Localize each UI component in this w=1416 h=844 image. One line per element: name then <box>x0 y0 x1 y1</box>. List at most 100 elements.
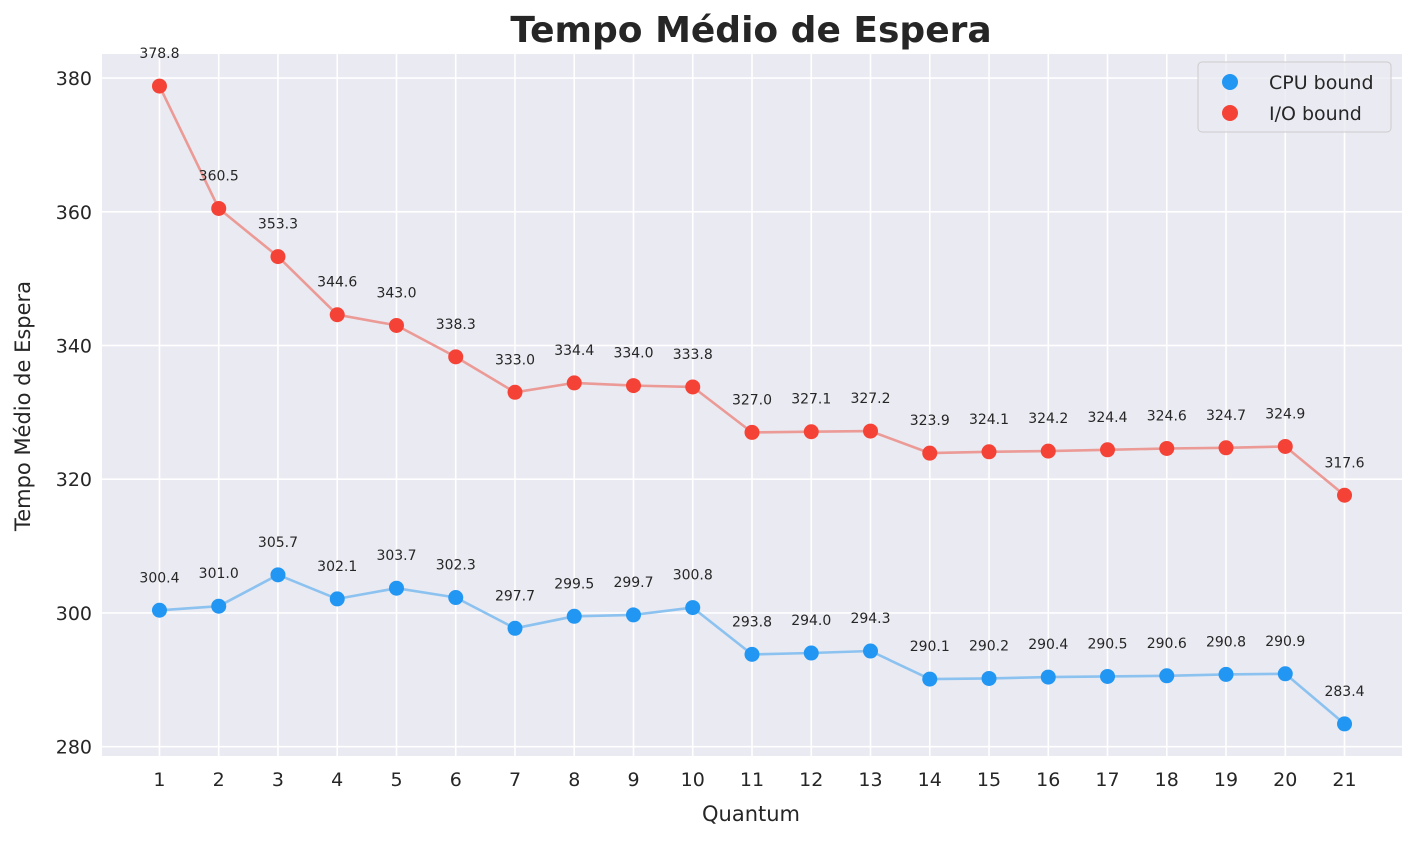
data-point-cpu-bound <box>1277 666 1293 682</box>
y-tick-label: 280 <box>56 737 92 759</box>
data-point-i-o-bound <box>448 349 464 365</box>
data-point-cpu-bound <box>1159 668 1175 684</box>
data-label-cpu-bound: 302.1 <box>317 559 357 575</box>
data-point-i-o-bound <box>388 317 404 333</box>
data-label-i-o-bound: 378.8 <box>139 46 179 62</box>
data-label-cpu-bound: 290.9 <box>1265 634 1305 650</box>
data-point-cpu-bound <box>448 590 464 606</box>
data-label-cpu-bound: 300.8 <box>673 568 713 584</box>
data-point-i-o-bound <box>329 307 345 323</box>
data-point-cpu-bound <box>211 598 227 614</box>
x-tick-label: 14 <box>918 769 942 791</box>
data-label-cpu-bound: 290.1 <box>910 639 950 655</box>
x-tick-label: 11 <box>740 769 764 791</box>
data-label-i-o-bound: 334.4 <box>554 343 594 359</box>
data-point-cpu-bound <box>744 646 760 662</box>
data-point-i-o-bound <box>625 378 641 394</box>
data-point-i-o-bound <box>863 423 879 439</box>
data-point-cpu-bound <box>270 567 286 583</box>
data-label-i-o-bound: 324.4 <box>1087 410 1127 426</box>
data-point-i-o-bound <box>744 424 760 440</box>
data-point-cpu-bound <box>1337 716 1353 732</box>
legend: CPU bound I/O bound <box>1197 61 1392 133</box>
data-label-cpu-bound: 290.8 <box>1206 634 1246 650</box>
x-tick-label: 12 <box>799 769 823 791</box>
x-tick-label: 8 <box>568 769 580 791</box>
x-tick-label: 19 <box>1214 769 1238 791</box>
data-label-i-o-bound: 323.9 <box>910 413 950 429</box>
data-point-cpu-bound <box>685 600 701 616</box>
data-label-cpu-bound: 297.7 <box>495 588 535 604</box>
series-layer <box>151 78 1353 732</box>
data-point-i-o-bound <box>507 384 523 400</box>
data-label-i-o-bound: 324.9 <box>1265 406 1305 422</box>
x-tick-label: 2 <box>213 769 225 791</box>
data-label-cpu-bound: 303.7 <box>376 548 416 564</box>
data-label-cpu-bound: 294.0 <box>791 613 831 629</box>
data-label-i-o-bound: 353.3 <box>258 217 298 233</box>
x-tick-label: 5 <box>390 769 402 791</box>
data-point-i-o-bound <box>803 424 819 440</box>
x-tick-label: 18 <box>1155 769 1179 791</box>
y-tick-label: 380 <box>56 68 92 90</box>
y-tick-label: 300 <box>56 603 92 625</box>
y-tick-label: 360 <box>56 202 92 224</box>
legend-label-io-bound: I/O bound <box>1269 103 1362 125</box>
x-tick-label: 7 <box>509 769 521 791</box>
x-tick-label: 21 <box>1332 769 1356 791</box>
data-point-i-o-bound <box>922 445 938 461</box>
data-point-i-o-bound <box>270 249 286 265</box>
data-label-cpu-bound: 300.4 <box>139 570 179 586</box>
y-tick-label: 320 <box>56 469 92 491</box>
x-tick-label: 13 <box>858 769 882 791</box>
data-label-i-o-bound: 327.1 <box>791 392 831 408</box>
data-label-cpu-bound: 299.7 <box>613 575 653 591</box>
x-tick-label: 9 <box>627 769 639 791</box>
data-label-cpu-bound: 302.3 <box>436 558 476 574</box>
data-point-cpu-bound <box>863 643 879 659</box>
data-label-i-o-bound: 324.6 <box>1147 408 1187 424</box>
data-point-cpu-bound <box>1218 666 1234 682</box>
data-label-cpu-bound: 299.5 <box>554 576 594 592</box>
data-point-cpu-bound <box>329 591 345 607</box>
data-point-i-o-bound <box>981 444 997 460</box>
data-point-i-o-bound <box>1040 443 1056 459</box>
data-point-cpu-bound <box>803 645 819 661</box>
x-tick-label: 1 <box>153 769 165 791</box>
data-point-i-o-bound <box>566 375 582 391</box>
data-label-i-o-bound: 338.3 <box>436 317 476 333</box>
data-label-i-o-bound: 324.1 <box>969 412 1009 428</box>
y-axis-label: Tempo Médio de Espera <box>11 281 35 532</box>
data-label-i-o-bound: 327.0 <box>732 392 772 408</box>
data-point-cpu-bound <box>922 671 938 687</box>
data-point-cpu-bound <box>507 620 523 636</box>
data-point-cpu-bound <box>151 602 167 618</box>
data-label-cpu-bound: 293.8 <box>732 614 772 630</box>
data-point-cpu-bound <box>981 670 997 686</box>
data-labels: 300.4 301.0 305.7 302.1 303.7 302.3 297.7 299.5… <box>139 46 1364 700</box>
data-point-i-o-bound <box>1218 440 1234 456</box>
x-tick-label: 16 <box>1036 769 1060 791</box>
data-label-cpu-bound: 294.3 <box>850 611 890 627</box>
data-label-i-o-bound: 360.5 <box>199 168 239 184</box>
legend-marker-cpu-bound <box>1222 74 1238 90</box>
data-point-i-o-bound <box>1100 442 1116 458</box>
y-tick-label: 340 <box>56 335 92 357</box>
legend-box <box>1197 61 1392 133</box>
x-tick-label: 20 <box>1273 769 1297 791</box>
data-label-cpu-bound: 290.6 <box>1147 636 1187 652</box>
data-point-i-o-bound <box>685 379 701 395</box>
data-label-i-o-bound: 317.6 <box>1324 455 1364 471</box>
x-tick-label: 6 <box>450 769 462 791</box>
data-label-i-o-bound: 343.0 <box>376 285 416 301</box>
data-point-i-o-bound <box>211 200 227 216</box>
data-point-cpu-bound <box>1040 669 1056 685</box>
data-point-cpu-bound <box>566 608 582 624</box>
data-point-cpu-bound <box>1100 668 1116 684</box>
chart-title: Tempo Médio de Espera <box>510 10 991 51</box>
x-tick-label: 4 <box>331 769 343 791</box>
data-point-cpu-bound <box>625 607 641 623</box>
data-label-i-o-bound: 333.0 <box>495 352 535 368</box>
